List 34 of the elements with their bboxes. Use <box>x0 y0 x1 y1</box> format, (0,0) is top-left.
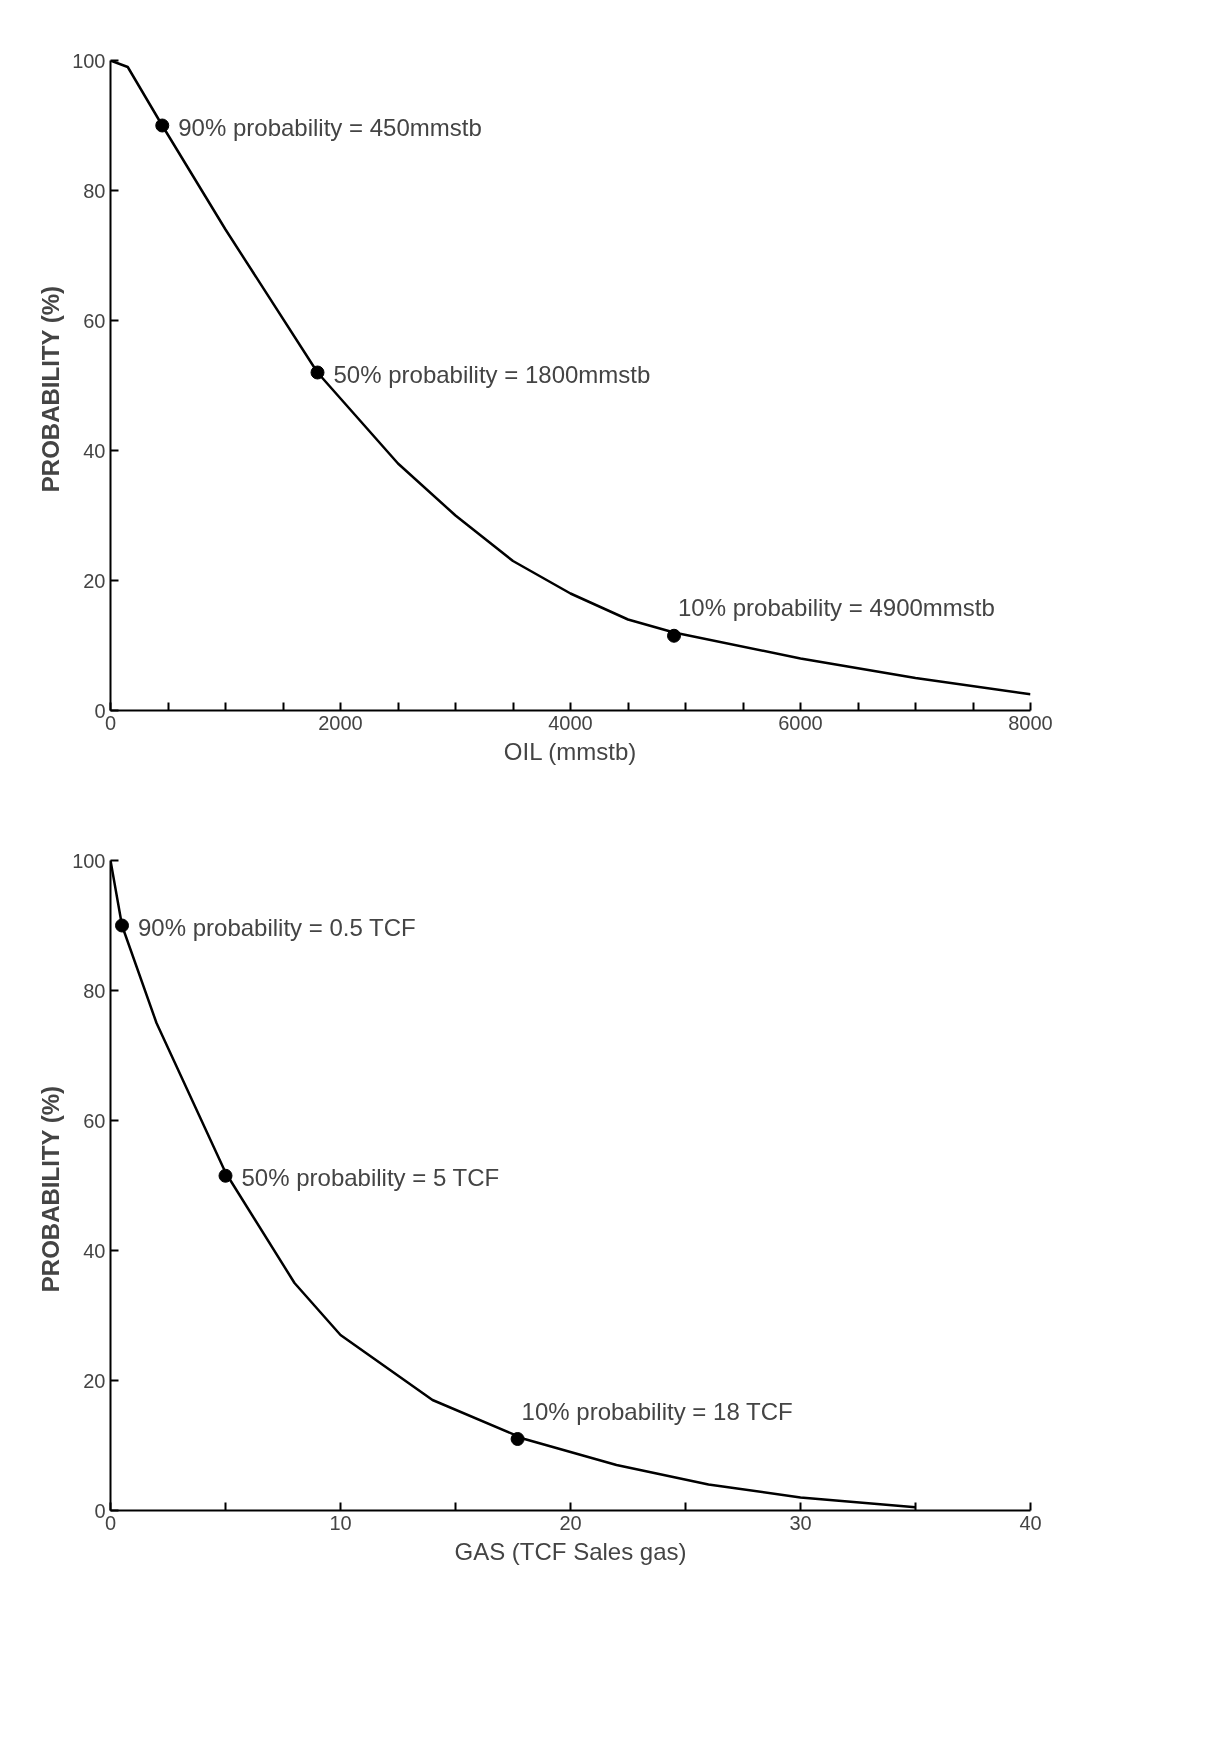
annotation: 50% probability = 5 TCF <box>241 1164 500 1192</box>
annotation: 10% probability = 4900mmstb <box>678 594 995 622</box>
x-axis-title: OIL (mmstb) <box>503 737 637 765</box>
y-tick-label: 40 <box>83 1239 106 1262</box>
annotation: 50% probability = 1800mmstb <box>333 361 651 388</box>
y-tick-label: 20 <box>83 1369 106 1392</box>
annotation: 90% probability = 450mmstb <box>178 114 482 141</box>
point <box>115 918 129 933</box>
y-tick-label: 100 <box>72 849 106 872</box>
y-tick-label: 80 <box>83 979 106 1002</box>
y-tick-label: 60 <box>83 309 106 332</box>
point <box>667 628 681 643</box>
y-tick-label: 40 <box>83 439 106 462</box>
point <box>510 1432 525 1446</box>
annotation: 10% probability = 18 TCF <box>521 1397 793 1425</box>
y-tick-label: 20 <box>83 569 106 592</box>
x-axis-title: GAS (TCF Sales gas) <box>454 1537 687 1565</box>
x-tick-label: 40 <box>1019 1511 1042 1534</box>
x-tick-label: 10 <box>329 1511 352 1534</box>
x-tick-label: 6000 <box>778 711 823 734</box>
y-tick-label: 100 <box>72 49 106 72</box>
x-tick-label: 20 <box>559 1511 582 1534</box>
x-tick-label: 4000 <box>548 711 593 734</box>
y-axis-title: PROBABILITY (%) <box>37 285 65 493</box>
annotation: 90% probability = 0.5 TCF <box>138 914 416 941</box>
point <box>310 365 325 380</box>
y-tick-label: 60 <box>83 1109 106 1132</box>
x-tick-label: 2000 <box>318 711 363 734</box>
x-tick-label: 30 <box>789 1511 812 1534</box>
x-tick-label: 8000 <box>1008 711 1053 734</box>
y-axis-title: PROBABILITY (%) <box>37 1085 65 1293</box>
y-tick-label: 80 <box>83 179 106 202</box>
point <box>155 118 170 133</box>
point <box>218 1168 233 1183</box>
